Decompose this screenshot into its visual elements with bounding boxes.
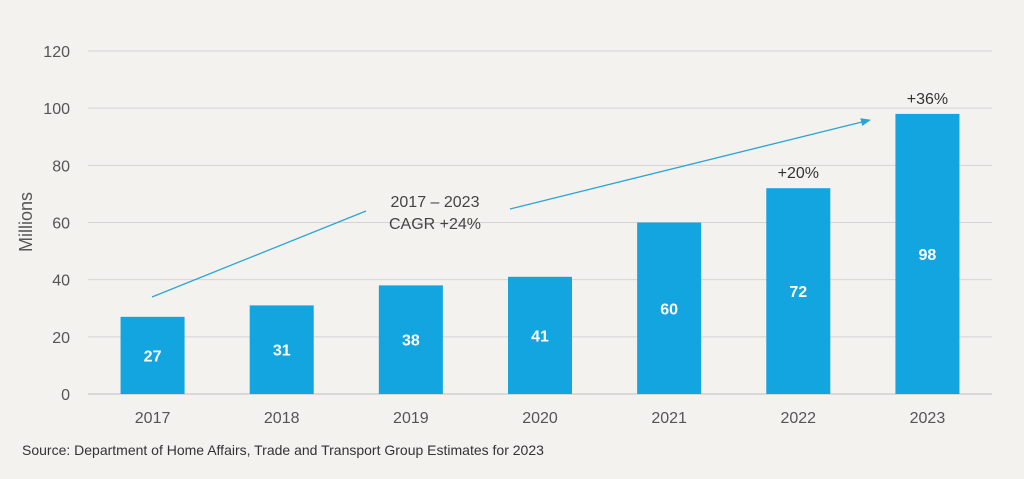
bar	[249, 305, 314, 394]
growth-label: +36%	[907, 91, 948, 108]
bar	[637, 222, 702, 394]
y-tick-label: 100	[43, 101, 70, 118]
bar-value-label: 98	[919, 247, 937, 264]
x-tick-label: 2017	[135, 410, 171, 427]
x-tick-label: 2019	[393, 410, 429, 427]
bar	[378, 285, 443, 394]
bars: 27 31 38 41 60 72 98	[120, 113, 960, 394]
x-tick-label: 2018	[264, 410, 300, 427]
y-tick-label: 60	[52, 216, 70, 233]
y-axis-ticks: 0 20 40 60 80 100 120	[43, 44, 70, 404]
source-note: Source: Department of Home Affairs, Trad…	[22, 442, 544, 458]
cagr-value-label: CAGR +24%	[389, 216, 481, 233]
bar-value-label: 60	[660, 301, 678, 318]
y-tick-label: 0	[61, 387, 70, 404]
x-axis-ticks: 2017 2018 2019 2020 2021 2022 2023	[135, 410, 946, 427]
x-tick-label: 2022	[780, 410, 816, 427]
bar-value-label: 27	[144, 348, 162, 365]
bar	[120, 316, 185, 394]
cagr-annotation: 2017 – 2023 CAGR +24%	[151, 118, 871, 298]
bar	[508, 276, 572, 394]
bar-value-label: 41	[531, 328, 549, 345]
bar	[895, 113, 960, 394]
y-tick-label: 80	[52, 158, 70, 175]
y-tick-label: 120	[43, 44, 70, 61]
x-tick-label: 2021	[651, 410, 687, 427]
growth-labels: +20% +36%	[778, 91, 949, 182]
x-tick-label: 2020	[522, 410, 558, 427]
cagr-arrow	[509, 118, 871, 210]
cagr-period-label: 2017 – 2023	[391, 194, 480, 211]
x-tick-label: 2023	[910, 410, 946, 427]
bar-value-label: 72	[789, 284, 807, 301]
bar	[766, 188, 831, 394]
y-tick-label: 40	[52, 273, 70, 290]
cagr-arrow-tail	[151, 210, 367, 298]
bar-value-label: 31	[273, 343, 291, 360]
y-axis-label: Millions	[16, 192, 36, 252]
growth-label: +20%	[778, 165, 819, 182]
y-tick-label: 20	[52, 330, 70, 347]
bar-value-label: 38	[402, 333, 420, 350]
